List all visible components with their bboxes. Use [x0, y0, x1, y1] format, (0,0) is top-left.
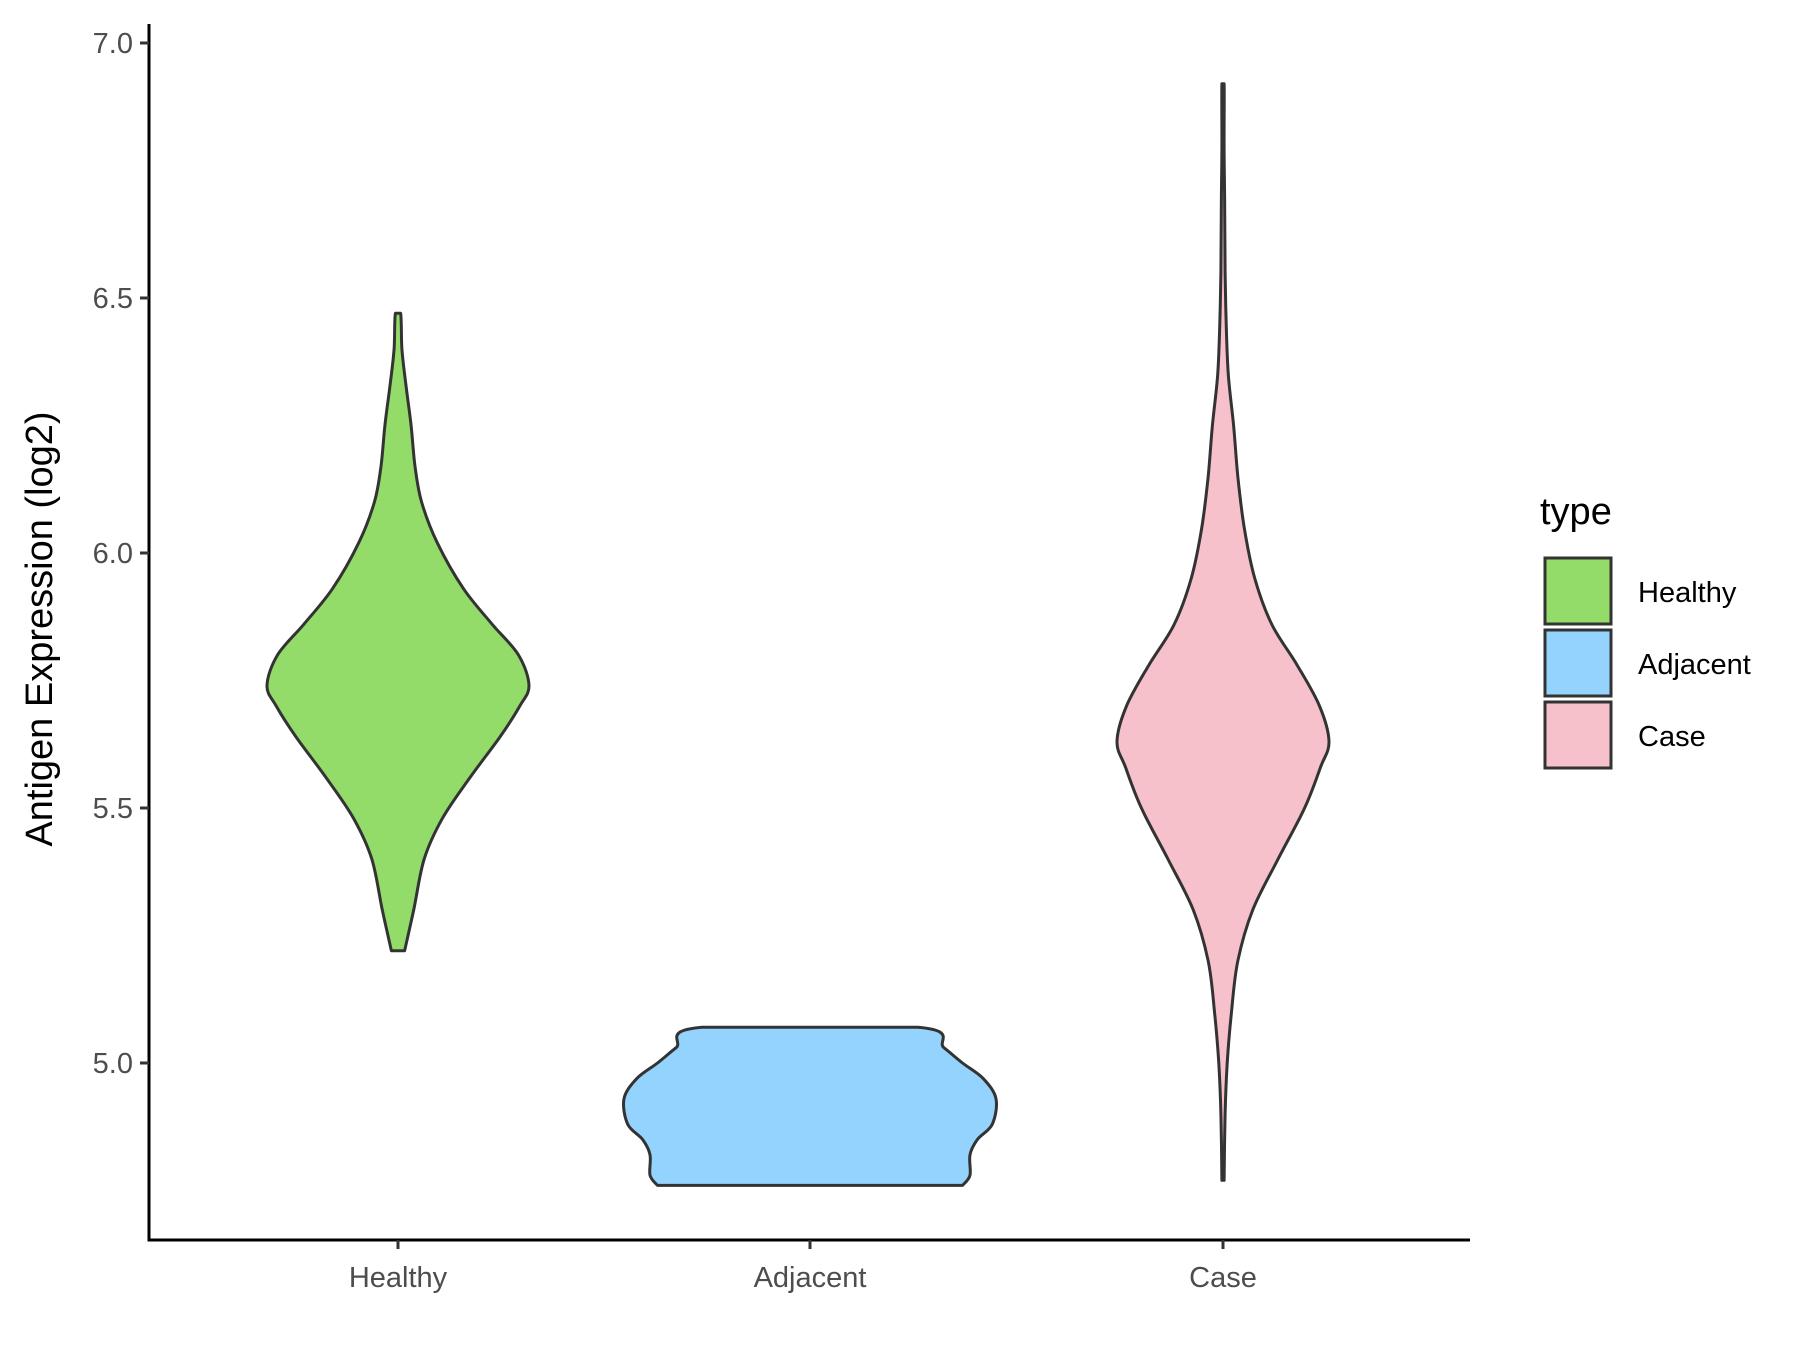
- legend-key-adjacent: [1543, 628, 1613, 698]
- y-tick-label: 5.0: [93, 1048, 133, 1080]
- y-tick-label: 6.0: [93, 538, 133, 570]
- axes: 5.0 5.5 6.0 6.5 7.0 Healthy Adjacent Case: [93, 24, 1470, 1294]
- y-tick-label: 5.5: [93, 793, 133, 825]
- x-tick-label: Case: [1189, 1262, 1257, 1294]
- legend: type Healthy Adjacent Case: [1540, 491, 1751, 770]
- y-tick-label: 6.5: [93, 283, 133, 315]
- legend-label: Adjacent: [1638, 649, 1751, 681]
- x-tick-label: Adjacent: [754, 1262, 867, 1294]
- violin-adjacent: [622, 1025, 998, 1187]
- plot-area: [265, 82, 1331, 1187]
- x-tick-label: Healthy: [349, 1262, 448, 1294]
- y-tick-label: 7.0: [93, 28, 133, 60]
- violin-healthy: [265, 311, 531, 953]
- legend-title: type: [1540, 491, 1612, 533]
- legend-key-case: [1543, 700, 1613, 770]
- y-axis-title: Antigen Expression (log2): [19, 411, 61, 846]
- legend-label: Case: [1638, 721, 1706, 753]
- violin-case: [1115, 82, 1331, 1182]
- legend-label: Healthy: [1638, 577, 1737, 609]
- legend-key-healthy: [1543, 556, 1613, 626]
